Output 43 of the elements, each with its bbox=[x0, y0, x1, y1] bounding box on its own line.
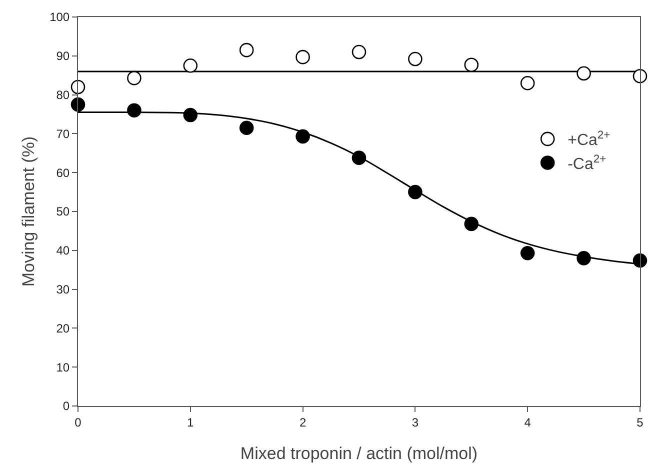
y-tick-label: 30 bbox=[56, 282, 70, 296]
x-tick-label: 5 bbox=[636, 415, 644, 430]
point bbox=[127, 70, 142, 86]
point bbox=[632, 68, 648, 84]
point bbox=[632, 253, 648, 268]
y-tick-label: 60 bbox=[56, 166, 70, 180]
y-tick-label: 0 bbox=[62, 399, 70, 414]
point bbox=[239, 120, 254, 136]
y-tick-label: 100 bbox=[50, 10, 70, 24]
legend-label: +Ca$^{2+}$ bbox=[568, 129, 610, 150]
x-axis-title: Mixed troponin / actin (mol/mol) bbox=[240, 444, 478, 463]
x-tick-label: 0 bbox=[74, 415, 82, 430]
point bbox=[464, 58, 479, 72]
point bbox=[127, 103, 142, 118]
point bbox=[183, 108, 198, 122]
y-tick-label: 20 bbox=[56, 321, 70, 336]
x-tick-label: 4 bbox=[524, 415, 532, 430]
x-tick-label: 1 bbox=[187, 415, 194, 430]
x-tick-label: 3 bbox=[412, 415, 419, 430]
point bbox=[352, 44, 366, 60]
y-tick-label: 50 bbox=[56, 204, 70, 219]
point bbox=[70, 97, 86, 112]
point bbox=[576, 66, 591, 81]
point bbox=[408, 184, 422, 200]
y-tick-label: 40 bbox=[56, 244, 70, 258]
x-tick-label: 2 bbox=[299, 415, 306, 430]
y-tick-label: 80 bbox=[56, 88, 70, 102]
point bbox=[183, 58, 198, 73]
point bbox=[352, 150, 366, 165]
y-axis-title: Moving filament (%) bbox=[19, 136, 38, 287]
point bbox=[520, 76, 535, 90]
point bbox=[464, 216, 479, 232]
y-tick-label: 90 bbox=[56, 49, 70, 64]
point bbox=[296, 129, 310, 144]
point bbox=[576, 251, 591, 266]
y-tick-label: 10 bbox=[56, 360, 70, 374]
legend-label: -Ca$^{2+}$ bbox=[568, 153, 606, 173]
point bbox=[408, 52, 422, 66]
point bbox=[70, 80, 86, 94]
point bbox=[239, 42, 254, 58]
point bbox=[296, 50, 310, 64]
point bbox=[520, 246, 535, 260]
y-tick-label: 70 bbox=[56, 126, 70, 141]
